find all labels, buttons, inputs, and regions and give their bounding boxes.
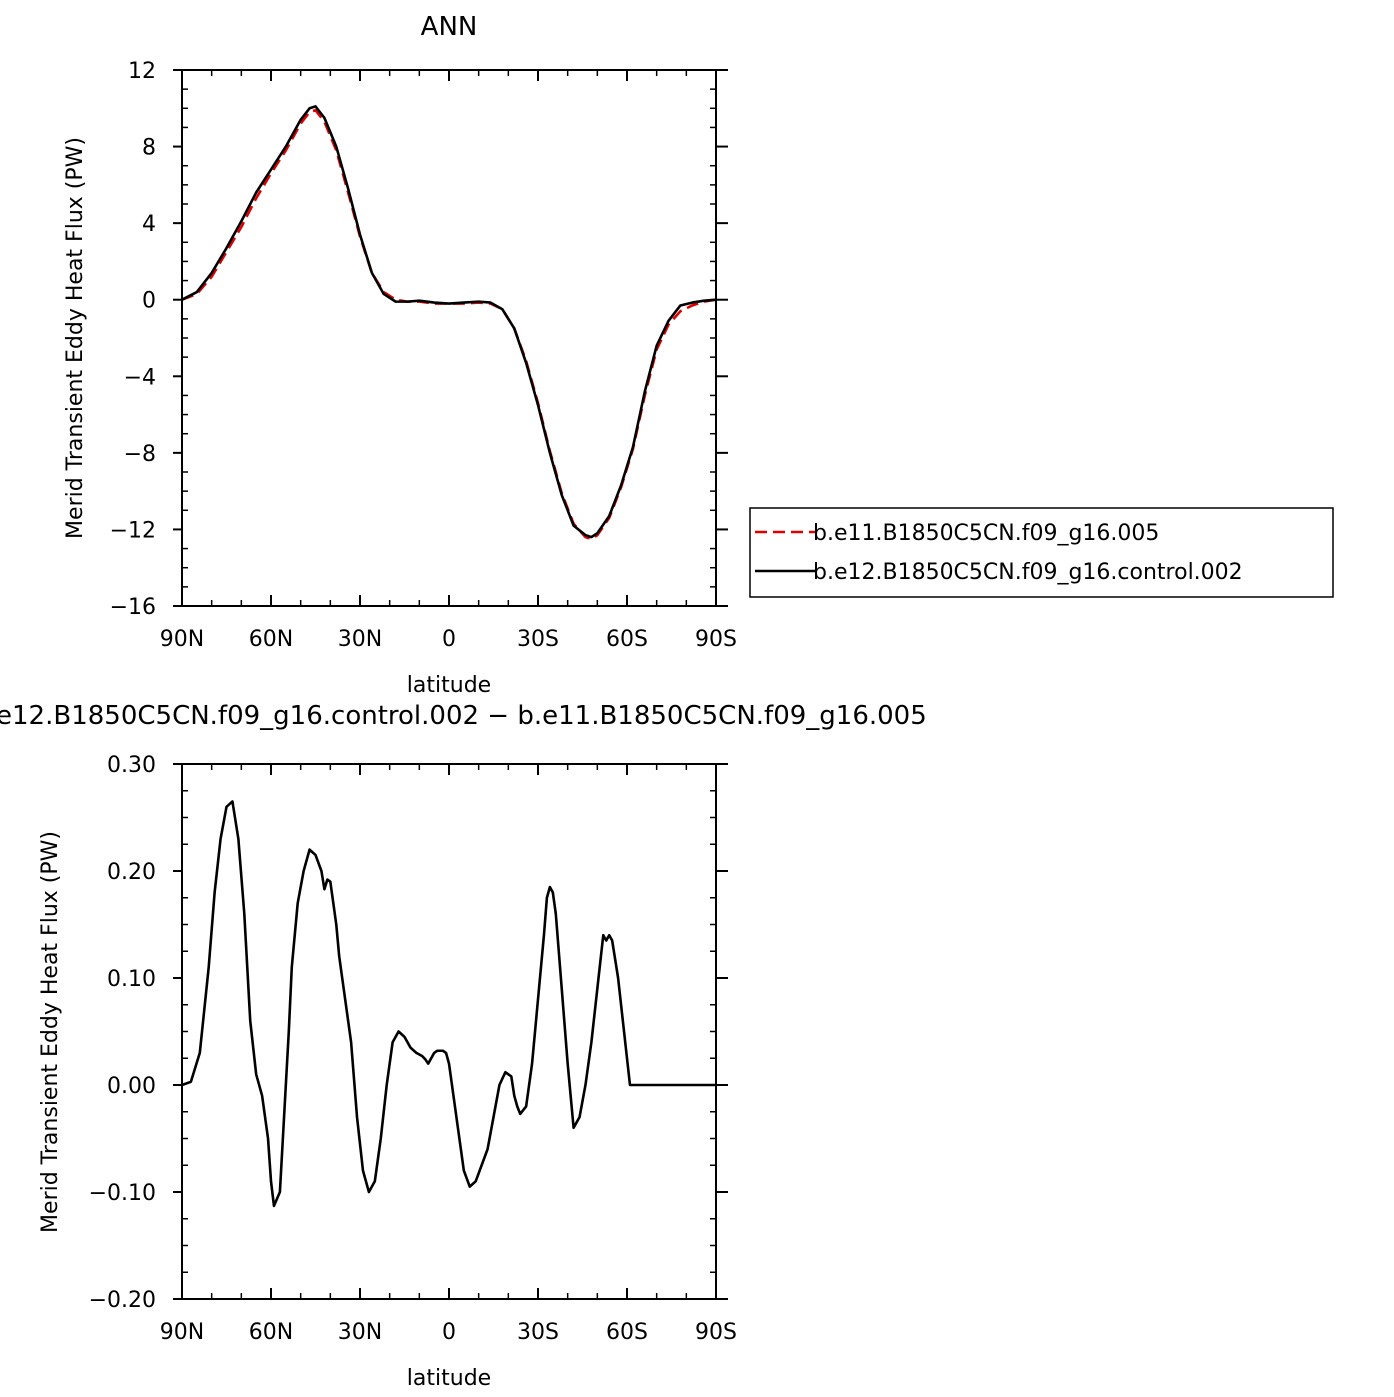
- top-panel: ANN 90N 60N 30N 0 30S 60S 90S 12 8 4 0 −4 −8 −12 −16 l…: [63, 12, 1334, 698]
- x-tick-label: 90S: [695, 1320, 737, 1345]
- bottom-panel: b.e12.B1850C5CN.f09_g16.control.002 − b.…: [0, 701, 927, 1391]
- plot-frame: [181, 763, 717, 1300]
- y-tick-label: 4: [142, 212, 156, 237]
- legend-label-series-1: b.e11.B1850C5CN.f09_g16.005: [813, 521, 1159, 546]
- bottom-x-axis-label: latitude: [407, 1366, 491, 1391]
- x-tick-label: 60S: [606, 627, 648, 652]
- y-tick-label: 0: [142, 289, 156, 314]
- y-tick-label: −16: [110, 595, 156, 620]
- y-tick-label: 8: [142, 136, 156, 161]
- top-plot-area: 90N 60N 30N 0 30S 60S 90S 12 8 4 0 −4 −8 −12 −16: [110, 59, 737, 652]
- x-tick-label: 30S: [517, 1320, 559, 1345]
- x-tick-label: 60S: [606, 1320, 648, 1345]
- y-tick-label: −8: [124, 442, 156, 467]
- x-tick-label: 0: [442, 627, 456, 652]
- top-x-axis-label: latitude: [407, 673, 491, 698]
- x-tick-label: 30S: [517, 627, 559, 652]
- series-line-1: [181, 800, 716, 1208]
- y-tick-label: 0.30: [107, 753, 156, 778]
- y-tick-label: 12: [128, 59, 156, 84]
- legend-label-series-2: b.e12.B1850C5CN.f09_g16.control.002: [813, 560, 1243, 585]
- legend: b.e11.B1850C5CN.f09_g16.005 b.e12.B1850C…: [749, 507, 1334, 598]
- legend-box: [749, 507, 1334, 598]
- bottom-y-axis-label: Merid Transient Eddy Heat Flux (PW): [38, 831, 63, 1233]
- y-tick-label: 0.20: [107, 860, 156, 885]
- x-tick-label: 30N: [338, 627, 382, 652]
- x-tick-label: 30N: [338, 1320, 382, 1345]
- x-tick-label: 60N: [249, 1320, 293, 1345]
- y-tick-label: 0.10: [107, 967, 156, 992]
- bottom-plot-area: 90N 60N 30N 0 30S 60S 90S 0.30 0.20 0.10 0.00 −0.10…: [89, 753, 737, 1345]
- top-plot-title: ANN: [421, 12, 478, 42]
- plot-frame: [181, 69, 717, 607]
- y-tick-label: −12: [110, 518, 156, 543]
- y-tick-label: −0.10: [89, 1181, 156, 1206]
- x-tick-label: 60N: [249, 627, 293, 652]
- bottom-plot-title: b.e12.B1850C5CN.f09_g16.control.002 − b.…: [0, 701, 927, 731]
- y-tick-label: −0.20: [89, 1288, 156, 1313]
- x-tick-label: 90N: [160, 1320, 204, 1345]
- series-line-2: [181, 105, 717, 539]
- x-tick-label: 0: [442, 1320, 456, 1345]
- x-tick-label: 90S: [695, 627, 737, 652]
- y-tick-label: 0.00: [107, 1074, 156, 1099]
- series-line-1: [181, 108, 717, 541]
- y-tick-label: −4: [124, 365, 156, 390]
- x-tick-label: 90N: [160, 627, 204, 652]
- top-y-axis-label: Merid Transient Eddy Heat Flux (PW): [63, 137, 88, 539]
